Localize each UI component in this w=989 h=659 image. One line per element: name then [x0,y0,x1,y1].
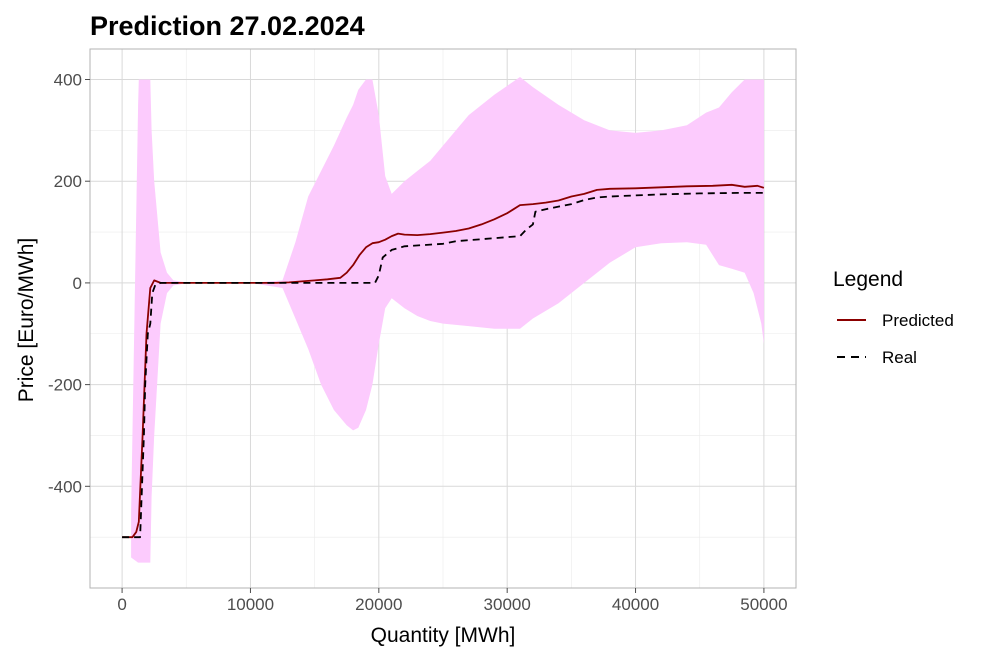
legend-label-real: Real [882,348,917,367]
legend-label-predicted: Predicted [882,311,954,330]
x-tick-label: 30000 [484,595,531,614]
legend-title: Legend [833,268,903,291]
x-axis-ticks: 0 10000 20000 30000 40000 50000 [117,588,788,614]
y-axis-ticks: -400 -200 0 200 400 [48,71,90,496]
series-line-real [122,191,764,539]
x-tick-label: 20000 [355,595,402,614]
x-tick-label: 0 [117,595,126,614]
y-tick-label: -200 [48,376,82,395]
x-tick-label: 40000 [612,595,659,614]
panel-border [89,48,797,589]
plot-panel [89,48,797,589]
y-tick-label: 200 [54,172,82,191]
chart-title: Prediction 27.02.2024 [90,11,365,41]
y-axis-title: Price [Euro/MWh] [15,238,38,403]
prediction-interval-band [131,77,764,563]
x-axis-title: Quantity [MWh] [371,624,516,647]
series-layer [122,183,765,539]
y-tick-label: 0 [73,274,82,293]
x-tick-label: 50000 [740,595,787,614]
legend: Legend Predicted Real [833,268,954,367]
x-tick-label: 10000 [227,595,274,614]
y-tick-label: -400 [48,477,82,496]
y-tick-label: 400 [54,71,82,90]
series-line-predicted [122,183,765,539]
